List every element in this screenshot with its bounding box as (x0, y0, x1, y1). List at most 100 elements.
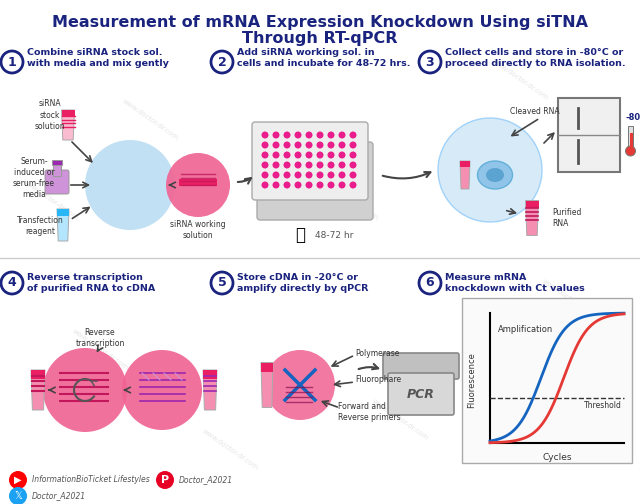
Text: www.doctor-dr.com: www.doctor-dr.com (491, 58, 549, 102)
Text: www.doctor-dr.com: www.doctor-dr.com (541, 278, 599, 322)
Text: Cycles: Cycles (542, 453, 572, 462)
Polygon shape (261, 362, 273, 408)
Text: P: P (161, 475, 169, 485)
Circle shape (284, 161, 291, 168)
Circle shape (294, 152, 301, 158)
FancyBboxPatch shape (383, 353, 459, 379)
Bar (53, 164, 61, 176)
Circle shape (339, 132, 346, 139)
Circle shape (305, 171, 312, 178)
Circle shape (328, 161, 335, 168)
Circle shape (339, 142, 346, 149)
Circle shape (419, 272, 441, 294)
Circle shape (262, 171, 269, 178)
Circle shape (305, 181, 312, 188)
Circle shape (317, 142, 323, 149)
Text: ⏳: ⏳ (295, 226, 305, 244)
Text: 1: 1 (8, 55, 17, 69)
Circle shape (273, 171, 280, 178)
Circle shape (262, 142, 269, 149)
Text: Measure mRNA
knockdown with Ct values: Measure mRNA knockdown with Ct values (445, 273, 585, 293)
Text: Purified
RNA: Purified RNA (552, 208, 581, 228)
Circle shape (305, 152, 312, 158)
Text: Add siRNA working sol. in
cells and incubate for 48-72 hrs.: Add siRNA working sol. in cells and incu… (237, 47, 410, 69)
FancyBboxPatch shape (388, 373, 454, 415)
FancyBboxPatch shape (257, 142, 373, 220)
Text: Threshold: Threshold (584, 401, 622, 409)
Text: Store cDNA in -20°C or
amplify directly by qPCR: Store cDNA in -20°C or amplify directly … (237, 273, 369, 293)
Circle shape (317, 161, 323, 168)
Circle shape (1, 51, 23, 73)
Text: ▶: ▶ (14, 475, 22, 485)
Polygon shape (61, 110, 74, 140)
Circle shape (339, 181, 346, 188)
Text: 5: 5 (218, 277, 227, 289)
Circle shape (85, 140, 175, 230)
Text: www.doctor-dr.com: www.doctor-dr.com (321, 178, 379, 222)
Circle shape (294, 132, 301, 139)
Circle shape (262, 152, 269, 158)
Bar (630, 133, 632, 149)
Circle shape (273, 161, 280, 168)
Circle shape (625, 146, 636, 156)
Circle shape (211, 51, 233, 73)
Circle shape (339, 161, 346, 168)
Circle shape (328, 132, 335, 139)
Text: Cleaved RNA: Cleaved RNA (510, 107, 559, 116)
Text: Fluorescence: Fluorescence (467, 353, 477, 408)
Circle shape (339, 152, 346, 158)
Text: Measurement of mRNA Expression Knockdown Using siTNA: Measurement of mRNA Expression Knockdown… (52, 15, 588, 30)
Text: Polymerase: Polymerase (355, 348, 399, 357)
Bar (179, 179, 217, 186)
Polygon shape (460, 161, 470, 189)
Circle shape (294, 161, 301, 168)
Text: www.doctor-dr.com: www.doctor-dr.com (371, 398, 429, 442)
Text: Reverse transcription
of purified RNA to cDNA: Reverse transcription of purified RNA to… (27, 273, 156, 293)
Circle shape (284, 142, 291, 149)
Circle shape (156, 471, 174, 489)
Circle shape (273, 142, 280, 149)
Text: siRNA working
solution: siRNA working solution (170, 220, 226, 240)
Text: 𝕏: 𝕏 (14, 491, 22, 501)
Circle shape (438, 118, 542, 222)
Circle shape (284, 171, 291, 178)
Text: Transfection
reagent: Transfection reagent (17, 216, 63, 236)
Bar (628, 126, 633, 148)
Bar (61, 110, 74, 116)
Circle shape (273, 181, 280, 188)
Bar (462, 298, 632, 463)
Circle shape (328, 142, 335, 149)
Text: Fluorophare: Fluorophare (355, 375, 401, 385)
Text: 3: 3 (426, 55, 435, 69)
Circle shape (328, 181, 335, 188)
Circle shape (9, 487, 27, 504)
Bar (31, 370, 45, 379)
FancyBboxPatch shape (252, 122, 368, 200)
Circle shape (273, 152, 280, 158)
Circle shape (211, 272, 233, 294)
Text: Serum-
induced or
serum-free
media: Serum- induced or serum-free media (13, 157, 55, 199)
Text: PCR: PCR (407, 389, 435, 402)
Text: Through RT-qPCR: Through RT-qPCR (243, 31, 397, 45)
Bar (261, 362, 273, 372)
Text: -80°C: -80°C (626, 113, 640, 122)
Bar (203, 370, 217, 379)
Text: Forward and
Reverse primers: Forward and Reverse primers (338, 402, 401, 422)
Circle shape (284, 181, 291, 188)
Circle shape (328, 152, 335, 158)
Circle shape (349, 171, 356, 178)
Circle shape (43, 348, 127, 432)
Circle shape (122, 350, 202, 430)
Text: Doctor_A2021: Doctor_A2021 (179, 475, 233, 484)
Polygon shape (31, 370, 45, 410)
Ellipse shape (477, 161, 513, 189)
Circle shape (265, 350, 335, 420)
Circle shape (328, 171, 335, 178)
Bar (57, 209, 69, 216)
Text: www.doctor-dr.com: www.doctor-dr.com (71, 328, 129, 371)
Circle shape (262, 161, 269, 168)
Circle shape (9, 471, 27, 489)
Circle shape (419, 51, 441, 73)
Circle shape (166, 153, 230, 217)
FancyBboxPatch shape (45, 170, 69, 194)
